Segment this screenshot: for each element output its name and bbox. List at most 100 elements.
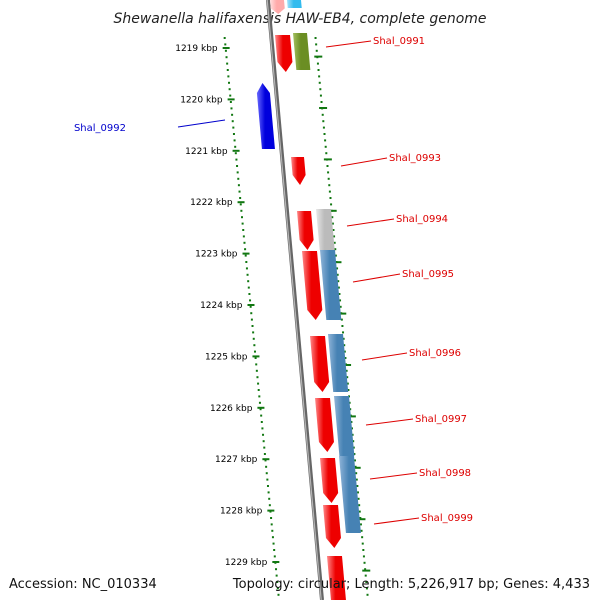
tick-rail-dot — [330, 203, 333, 206]
tick-rail-dot — [234, 152, 237, 155]
tick-rail-dot — [277, 593, 280, 596]
tick-rail-dot — [252, 337, 255, 340]
gene-arrow — [302, 251, 323, 320]
tick-rail-dot — [265, 465, 268, 468]
tick-rail-dot — [259, 408, 262, 411]
tick-rail-dot — [353, 459, 356, 462]
gene-label: Shal_0991 — [373, 36, 425, 47]
gene-label-leader — [177, 119, 226, 128]
tick-rail-dot — [237, 184, 240, 187]
tick-rail-dot — [268, 497, 271, 500]
partial-gene-block — [327, 556, 346, 600]
tick-rail-dot — [247, 280, 250, 283]
tick-rail-dot — [226, 62, 229, 65]
tick-rail-dot — [358, 504, 361, 507]
tick-rail-dot — [240, 216, 243, 219]
tick-rail-dot — [337, 280, 340, 283]
gene-label-leader — [373, 517, 420, 525]
tick-rail-dot — [234, 145, 237, 148]
tick-rail-dot — [332, 229, 335, 231]
tick-rail-dot — [232, 133, 235, 135]
tick-rail-dot — [267, 491, 270, 494]
tick-rail-dot — [272, 542, 275, 545]
tick-rail-dot — [325, 152, 328, 155]
tick-rail-dot — [349, 408, 352, 411]
tick-rail-dot — [263, 446, 266, 449]
tick-label: 1229 kbp — [225, 558, 268, 568]
tick-rail-dot — [345, 369, 348, 372]
tick-label: 1219 kbp — [175, 44, 218, 54]
tick-rail-dot — [231, 120, 234, 123]
tick-rail-dot — [318, 75, 321, 78]
tick-rail-dot — [275, 568, 278, 571]
gene-label: Shal_0995 — [402, 269, 454, 280]
gene-label: Shal_0993 — [389, 153, 441, 164]
gene-label-leader — [369, 472, 418, 480]
tick-rail-dot — [230, 107, 233, 110]
tick-rail-dot — [362, 555, 365, 558]
tick-rail-dot — [322, 126, 325, 129]
tick-rail-dot — [248, 293, 251, 295]
tick-rail-dot — [227, 75, 230, 78]
tick-rail-dot — [333, 241, 336, 244]
tick-label: 1220 kbp — [180, 95, 223, 105]
tick-rail-dot — [318, 81, 321, 84]
tick-rail-dot — [241, 222, 244, 225]
tick-rail-dot — [346, 376, 349, 379]
tick-rail-dot — [351, 433, 354, 436]
tick-rail-dot — [338, 293, 341, 295]
backbone-highlight — [266, 0, 322, 600]
gene-arrow — [315, 398, 334, 452]
tick-rail-dot — [339, 305, 342, 308]
gene-arrow — [291, 157, 306, 185]
tick-rail-dot — [327, 171, 330, 174]
tick-rail-dot — [270, 523, 273, 526]
tick-rail-dot — [356, 485, 359, 487]
tick-rail-dot — [271, 529, 274, 532]
tick-rail-dot — [249, 299, 252, 302]
tick-rail-dot — [249, 305, 252, 308]
accession-text: Accession: NC_010334 — [9, 577, 157, 592]
tick-rail-dot — [328, 184, 331, 187]
tick-rail-dot — [360, 529, 363, 532]
tick-rail-dot — [262, 440, 265, 443]
tick-label: 1228 kbp — [220, 507, 263, 517]
gene-label-leader — [365, 418, 414, 426]
tick-rail-dot — [244, 248, 247, 251]
tick-rail-dot — [242, 229, 245, 231]
tick-rail-dot — [228, 88, 231, 91]
tick-rail-dot — [334, 254, 337, 257]
tick-rail-dot — [356, 491, 359, 494]
tick-rail-dot — [232, 126, 235, 129]
tick-rail-dot — [331, 216, 334, 219]
cog-block — [293, 33, 311, 70]
tick-rail-dot — [251, 325, 254, 327]
tick-rail-dot — [266, 478, 269, 481]
tick-rail-dot — [276, 581, 279, 583]
gene-label: Shal_0998 — [419, 468, 471, 479]
tick-rail-dot — [344, 357, 347, 359]
tick-rail-dot — [327, 177, 330, 180]
tick-rail-dot — [244, 254, 247, 257]
tick-rail-dot — [316, 62, 319, 65]
cog-block — [334, 396, 355, 456]
tick-rail-dot — [271, 536, 274, 539]
tick-rail-dot — [339, 299, 342, 302]
tick-rail-dot — [254, 357, 257, 359]
map-title: Shewanella halifaxensis HAW-EB4, complet… — [113, 11, 486, 27]
tick-rail-dot — [364, 574, 367, 577]
tick-rail-dot — [258, 401, 261, 404]
tick-rail-dot — [347, 389, 350, 391]
tick-rail-dot — [264, 459, 267, 462]
gene-label: Shal_0992 — [74, 123, 126, 134]
tick-rail-dot — [340, 318, 343, 321]
tick-rail-dot — [263, 453, 266, 455]
tick-rail-dot — [355, 478, 358, 481]
tick-rail-dot — [275, 574, 278, 577]
tick-rail-dot — [245, 261, 248, 263]
tick-rail-dot — [319, 94, 322, 97]
tick-label: 1227 kbp — [215, 455, 258, 465]
tick-rail-dot — [365, 581, 368, 583]
gene-arrow — [310, 336, 330, 392]
tick-rail-dot — [235, 158, 238, 161]
